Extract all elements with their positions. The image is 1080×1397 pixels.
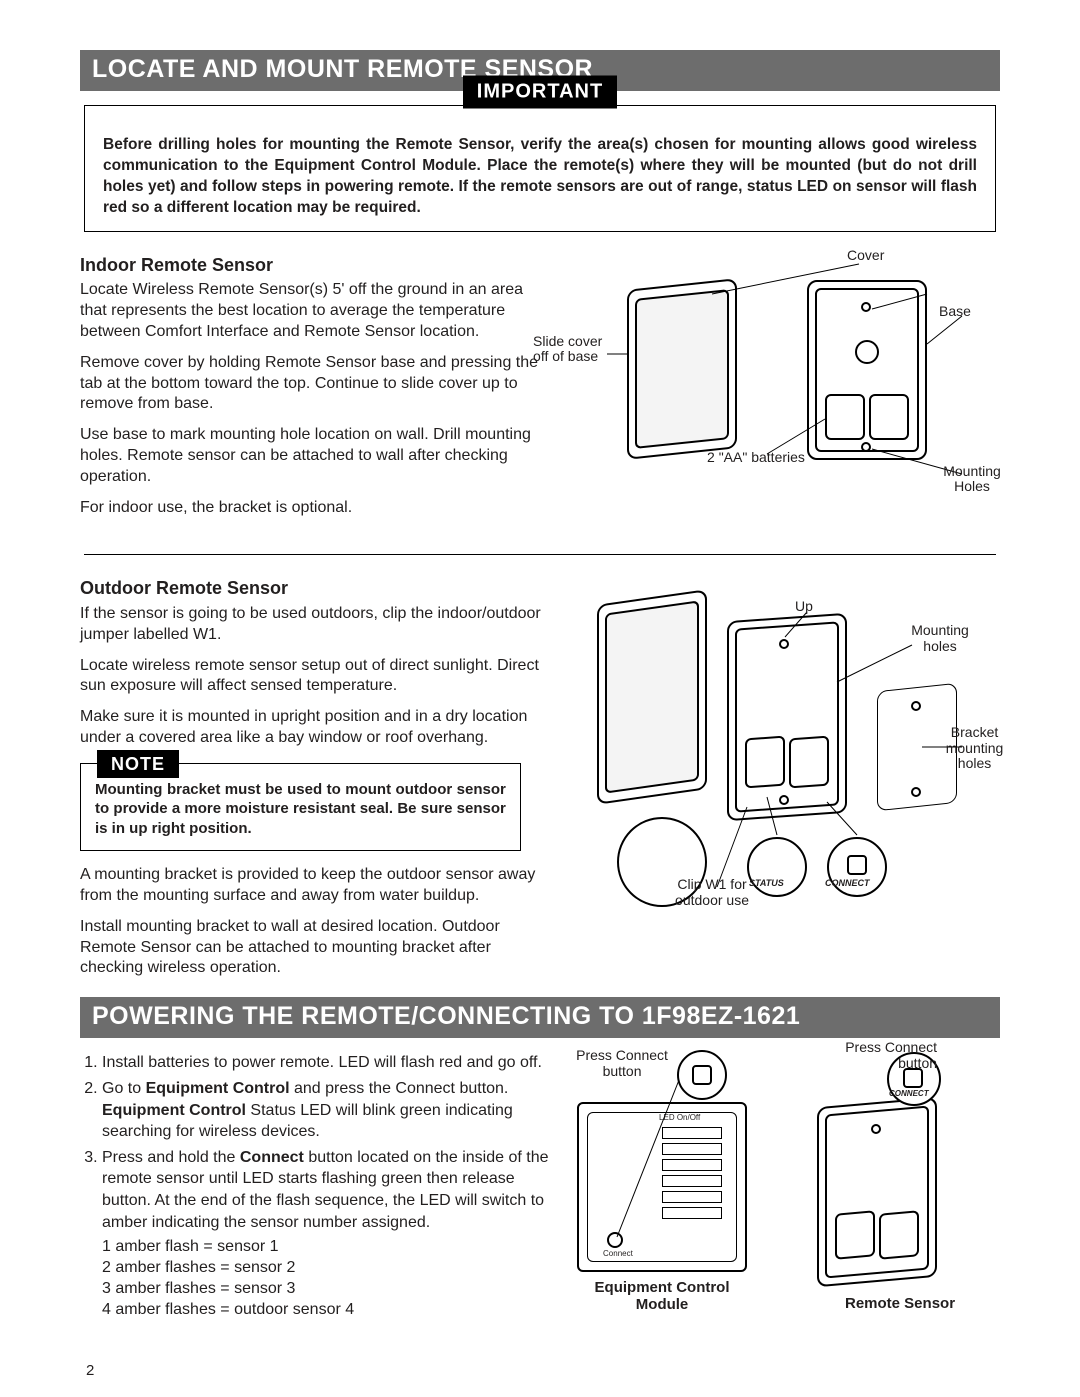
step-1: Install batteries to power remote. LED w… (102, 1052, 549, 1074)
step-2: Go to Equipment Control and press the Co… (102, 1078, 549, 1143)
label-connect: CONNECT (825, 879, 870, 889)
important-text: Before drilling holes for mounting the R… (103, 135, 977, 219)
label-mounting-holes-2: Mounting holes (905, 623, 975, 654)
label-mounting-holes: Mounting Holes (937, 464, 1007, 495)
label-bracket-holes: Bracket mounting holes (937, 725, 1012, 771)
figure-outdoor-sensor: Up Mounting holes Bracket mounting holes… (567, 577, 1000, 937)
note-box: NOTE Mounting bracket must be used to mo… (80, 763, 521, 852)
label-up: Up (795, 599, 813, 614)
figure-indoor-sensor: Cover Base Slide cover off of base 2 "AA… (567, 254, 1000, 504)
label-status: STATUS (749, 879, 784, 889)
label-connect-tiny: CONNECT (889, 1090, 929, 1099)
section-header-powering: POWERING THE REMOTE/CONNECTING TO 1F98EZ… (80, 997, 1000, 1038)
outdoor-p4: A mounting bracket is provided to keep t… (80, 865, 549, 907)
flash-1: 1 amber flash = sensor 1 (102, 1237, 549, 1258)
indoor-title: Indoor Remote Sensor (80, 254, 549, 277)
outdoor-p5: Install mounting bracket to wall at desi… (80, 917, 549, 979)
indoor-p2: Remove cover by holding Remote Sensor ba… (80, 353, 549, 415)
outdoor-p2: Locate wireless remote sensor setup out … (80, 656, 549, 698)
flash-3: 3 amber flashes = sensor 3 (102, 1279, 549, 1300)
important-box: IMPORTANT Before drilling holes for moun… (84, 105, 996, 232)
page-number: 2 (86, 1362, 94, 1381)
label-base: Base (939, 304, 971, 319)
outdoor-p1: If the sensor is going to be used outdoo… (80, 604, 549, 646)
note-pill: NOTE (97, 750, 179, 779)
indoor-p4: For indoor use, the bracket is optional. (80, 498, 549, 519)
flash-2: 2 amber flashes = sensor 2 (102, 1258, 549, 1279)
outdoor-p3: Make sure it is mounted in upright posit… (80, 707, 549, 749)
figure-connecting: Connect LED On/Off CONNECT Press Connect… (567, 1052, 1000, 1312)
indoor-p1: Locate Wireless Remote Sensor(s) 5' off … (80, 280, 549, 342)
label-cover: Cover (847, 248, 884, 263)
flash-4: 4 amber flashes = outdoor sensor 4 (102, 1300, 549, 1321)
important-pill: IMPORTANT (463, 76, 617, 109)
outdoor-title: Outdoor Remote Sensor (80, 577, 549, 600)
label-press-connect-2: Press Connect button (827, 1040, 937, 1071)
label-clip-w1: Clip W1 for outdoor use (667, 877, 757, 908)
label-press-connect-1: Press Connect button (567, 1048, 677, 1079)
divider (84, 554, 996, 555)
note-text: Mounting bracket must be used to mount o… (95, 780, 506, 839)
step-3: Press and hold the Connect button locate… (102, 1147, 549, 1233)
label-slide: Slide cover off of base (533, 334, 613, 365)
indoor-p3: Use base to mark mounting hole location … (80, 425, 549, 487)
label-batteries: 2 "AA" batteries (707, 450, 805, 465)
caption-remote-sensor: Remote Sensor (835, 1296, 965, 1313)
steps-list: Install batteries to power remote. LED w… (80, 1052, 549, 1233)
caption-ecm: Equipment Control Module (567, 1280, 757, 1313)
